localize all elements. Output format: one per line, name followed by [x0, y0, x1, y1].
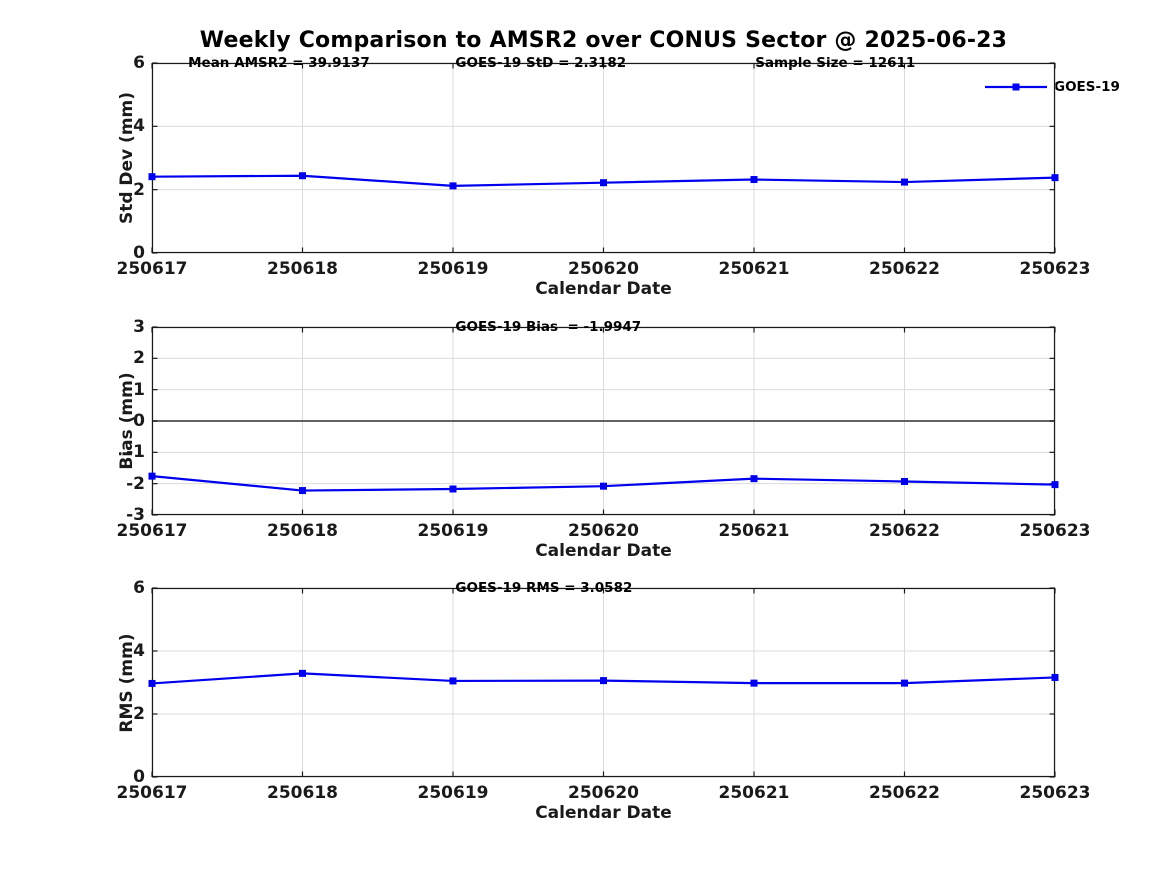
- stat-annotation: GOES-19 StD = 2.3182: [455, 55, 627, 71]
- x-tick-label: 250621: [718, 783, 790, 803]
- data-marker: [148, 472, 156, 480]
- stat-annotation: GOES-19 RMS = 3.0582: [455, 580, 633, 596]
- y-tick-label: -2: [126, 473, 145, 494]
- data-marker: [901, 477, 908, 485]
- data-marker: [299, 487, 306, 495]
- x-tick-label: 250622: [869, 521, 940, 541]
- plot-area: [148, 326, 1059, 516]
- y-tick-label: 4: [133, 116, 145, 137]
- data-marker: [299, 172, 306, 180]
- x-tick-label: 250623: [1019, 783, 1091, 803]
- plot-area: [148, 62, 1059, 254]
- y-tick-label: 6: [133, 578, 145, 598]
- x-tick-label: 250621: [718, 521, 790, 541]
- x-tick-label: 250618: [267, 521, 338, 541]
- data-marker: [449, 677, 457, 685]
- stat-annotation: GOES-19 Bias = -1.9947: [455, 319, 642, 335]
- page-title: Weekly Comparison to AMSR2 over CONUS Se…: [199, 28, 1008, 53]
- data-marker: [299, 669, 306, 677]
- data-marker: [449, 485, 457, 493]
- data-marker: [600, 179, 607, 187]
- x-tick-label: 250622: [869, 783, 940, 803]
- data-marker: [600, 482, 607, 490]
- y-tick-label: 2: [133, 704, 145, 724]
- y-tick-label: 6: [133, 53, 145, 73]
- x-tick-label: 250620: [568, 783, 639, 803]
- data-marker: [449, 182, 457, 190]
- x-tick-label: 250617: [116, 783, 188, 803]
- data-marker: [901, 178, 908, 186]
- y-tick-label: 0: [133, 767, 145, 787]
- data-marker: [750, 679, 758, 687]
- data-marker: [148, 173, 156, 181]
- y-tick-label: 2: [133, 179, 145, 200]
- y-tick-label: 0: [133, 411, 145, 431]
- stat-annotation: Sample Size = 12611: [755, 55, 916, 71]
- y-tick-label: -1: [126, 442, 145, 463]
- legend-marker-icon: [1012, 83, 1020, 91]
- x-tick-label: 250617: [116, 259, 188, 279]
- x-tick-label: 250623: [1019, 521, 1091, 541]
- x-tick-label: 250619: [417, 783, 489, 803]
- legend: GOES-19: [985, 79, 1120, 95]
- data-marker: [901, 679, 908, 687]
- data-marker: [750, 176, 758, 184]
- x-axis-label: Calendar Date: [535, 541, 672, 561]
- x-tick-label: 250619: [417, 521, 489, 541]
- y-axis-label: RMS (mm): [117, 632, 137, 733]
- y-tick-label: 1: [133, 379, 145, 400]
- y-tick-label: 2: [133, 348, 145, 369]
- y-axis-label: Std Dev (mm): [117, 91, 137, 225]
- data-marker: [148, 679, 156, 687]
- data-marker: [1051, 481, 1059, 489]
- x-axis-label: Calendar Date: [535, 803, 672, 823]
- x-tick-label: 250620: [568, 259, 639, 279]
- data-marker: [1051, 174, 1059, 182]
- x-tick-label: 250623: [1019, 259, 1091, 279]
- data-marker: [600, 677, 607, 685]
- x-tick-label: 250622: [869, 259, 940, 279]
- plot-border: [151, 62, 1056, 254]
- y-tick-label: 0: [133, 243, 145, 263]
- stat-annotation: Mean AMSR2 = 39.9137: [188, 55, 370, 71]
- legend-label: GOES-19: [1054, 79, 1120, 95]
- y-tick-label: -3: [126, 505, 145, 525]
- y-tick-label: 4: [133, 641, 145, 661]
- y-axis-label: Bias (mm): [117, 372, 137, 470]
- x-tick-label: 250620: [568, 521, 639, 541]
- x-tick-label: 250618: [267, 783, 338, 803]
- x-tick-label: 250617: [116, 521, 188, 541]
- x-tick-label: 250619: [417, 259, 489, 279]
- x-tick-label: 250621: [718, 259, 790, 279]
- x-axis-label: Calendar Date: [535, 279, 672, 299]
- plot-border: [151, 326, 1056, 516]
- data-marker: [1051, 673, 1059, 681]
- x-tick-label: 250618: [267, 259, 338, 279]
- legend-line-icon: [985, 83, 1047, 91]
- y-tick-label: 3: [133, 317, 145, 337]
- data-marker: [750, 475, 758, 483]
- plot-area: [148, 587, 1059, 778]
